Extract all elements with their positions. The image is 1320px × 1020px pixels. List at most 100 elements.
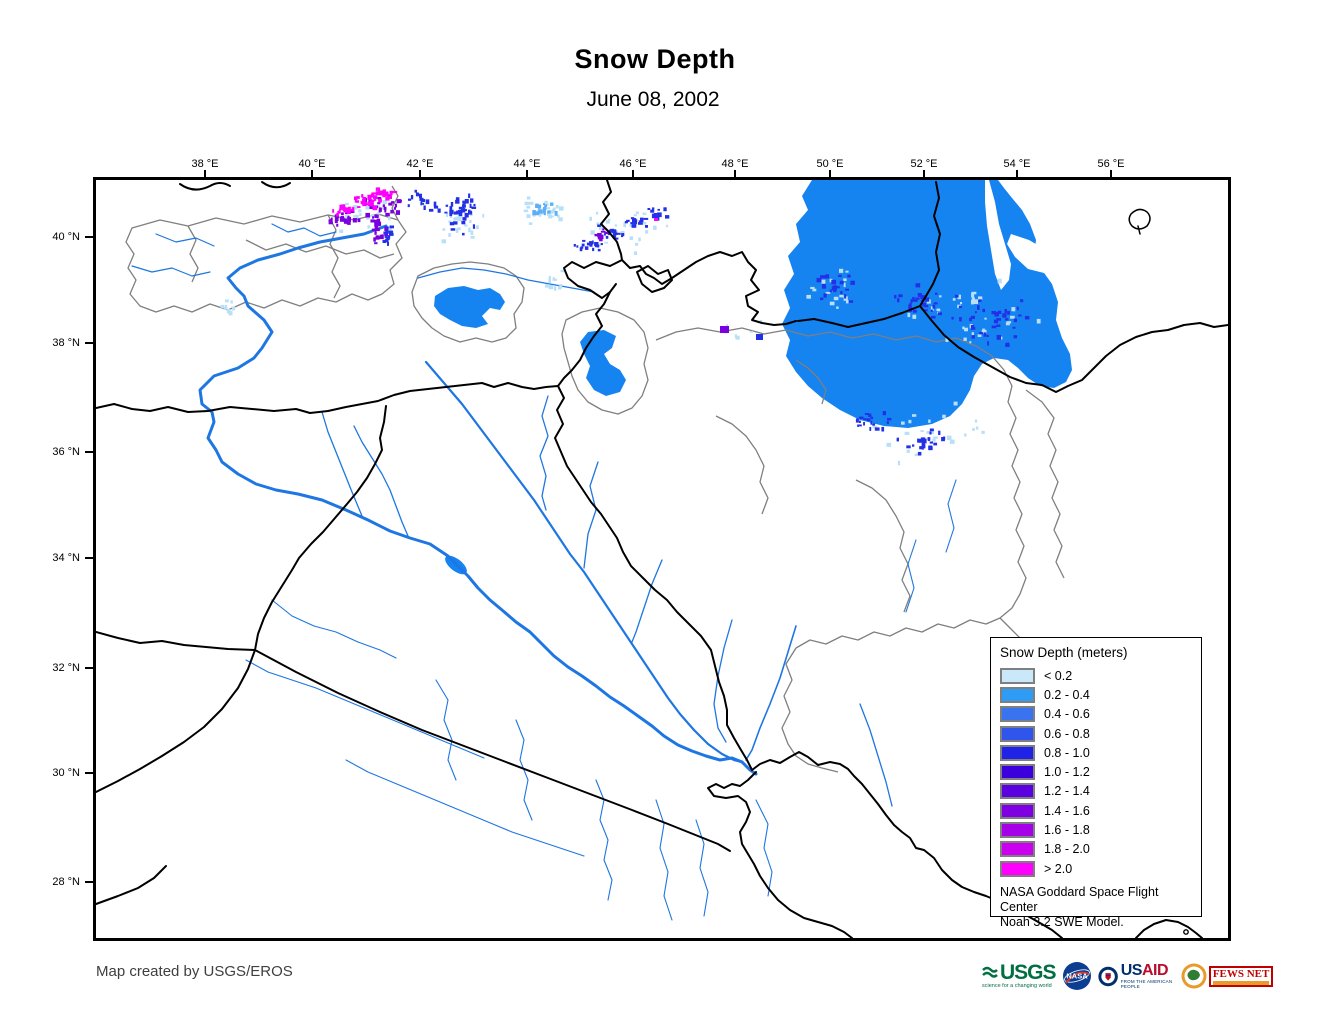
legend-item-label: 1.8 - 2.0 bbox=[1044, 842, 1090, 857]
top-tick-mark bbox=[1016, 170, 1018, 178]
lake-van bbox=[434, 286, 505, 328]
legend-item: 1.6 - 1.8 bbox=[1000, 820, 1193, 839]
top-tick-mark bbox=[311, 170, 313, 178]
legend-item: 0.8 - 1.0 bbox=[1000, 743, 1193, 762]
legend-item: 0.4 - 0.6 bbox=[1000, 705, 1193, 724]
left-tick-mark bbox=[85, 557, 94, 559]
usgs-wave-icon bbox=[982, 966, 998, 978]
legend-item-label: 1.2 - 1.4 bbox=[1044, 784, 1090, 799]
top-tick-label: 42 °E bbox=[406, 158, 434, 170]
river-euphrates bbox=[198, 224, 744, 764]
lake-urmia bbox=[580, 330, 626, 396]
legend-swatch bbox=[1000, 744, 1035, 761]
legend-swatch bbox=[1000, 783, 1035, 800]
left-tick-label: 28 °N bbox=[52, 876, 80, 888]
fewsnet-logo: FEWS NET bbox=[1181, 963, 1274, 989]
legend-item-label: > 2.0 bbox=[1044, 861, 1073, 876]
top-tick-mark bbox=[632, 170, 634, 178]
legend-item: > 2.0 bbox=[1000, 859, 1193, 878]
legend-swatch bbox=[1000, 802, 1035, 819]
legend-swatch bbox=[1000, 686, 1035, 703]
country-borders bbox=[96, 180, 1228, 938]
fewsnet-globe-icon bbox=[1181, 963, 1207, 989]
legend-item: 1.2 - 1.4 bbox=[1000, 782, 1193, 801]
legend-swatch bbox=[1000, 764, 1035, 781]
map-subtitle: June 08, 2002 bbox=[586, 88, 720, 111]
lakes bbox=[434, 286, 626, 575]
top-tick-mark bbox=[734, 170, 736, 178]
legend-item: 1.8 - 2.0 bbox=[1000, 840, 1193, 859]
fewsnet-logo-text: FEWS NET bbox=[1212, 967, 1270, 980]
legend-swatch bbox=[1000, 860, 1035, 877]
fewsnet-box: FEWS NET bbox=[1208, 965, 1274, 987]
fewsnet-bar bbox=[1212, 980, 1270, 985]
legend-item: < 0.2 bbox=[1000, 666, 1193, 685]
caspian-sea bbox=[782, 180, 1083, 428]
legend-item-label: < 0.2 bbox=[1044, 668, 1073, 683]
left-tick-label: 40 °N bbox=[52, 231, 80, 243]
top-tick-label: 52 °E bbox=[910, 158, 938, 170]
usgs-logo-text: USGS bbox=[1000, 961, 1057, 985]
legend-item-label: 1.4 - 1.6 bbox=[1044, 803, 1090, 818]
legend-item-label: 0.4 - 0.6 bbox=[1044, 707, 1090, 722]
legend-item-label: 1.0 - 1.2 bbox=[1044, 765, 1090, 780]
rivers bbox=[131, 223, 957, 921]
left-tick-label: 36 °N bbox=[52, 446, 80, 458]
left-tick-label: 32 °N bbox=[52, 662, 80, 674]
map-svg bbox=[96, 180, 1228, 938]
left-tick-mark bbox=[85, 667, 94, 669]
legend-item: 1.0 - 1.2 bbox=[1000, 762, 1193, 781]
legend-rows: < 0.2 0.2 - 0.4 0.4 - 0.6 0.6 - 0.8 0.8 - 1.… bbox=[1000, 666, 1193, 878]
top-tick-label: 46 °E bbox=[619, 158, 647, 170]
usaid-seal-icon bbox=[1097, 966, 1118, 986]
map-title: Snow Depth bbox=[574, 44, 736, 74]
legend-title: Snow Depth (meters) bbox=[1000, 645, 1128, 660]
legend-item: 1.4 - 1.6 bbox=[1000, 801, 1193, 820]
snow-depth-pixels bbox=[220, 187, 1041, 466]
top-tick-mark bbox=[204, 170, 206, 178]
legend-source: NASA Goddard Space Flight Center Noah 3.… bbox=[1000, 885, 1159, 930]
svg-text:NASA: NASA bbox=[1066, 972, 1088, 981]
legend-item-label: 0.2 - 0.4 bbox=[1044, 687, 1090, 702]
left-tick-label: 30 °N bbox=[52, 767, 80, 779]
usgs-tagline: science for a changing world bbox=[982, 983, 1052, 990]
left-tick-mark bbox=[85, 451, 94, 453]
top-tick-mark bbox=[526, 170, 528, 178]
legend-swatch bbox=[1000, 822, 1035, 839]
legend-item: 0.2 - 0.4 bbox=[1000, 685, 1193, 704]
top-tick-label: 40 °E bbox=[298, 158, 326, 170]
top-tick-mark bbox=[829, 170, 831, 178]
top-tick-mark bbox=[1110, 170, 1112, 178]
legend-item-label: 1.6 - 1.8 bbox=[1044, 823, 1090, 838]
logo-row: USGS science for a changing world NASA U… bbox=[982, 956, 1274, 996]
map-frame: Snow Depth (meters) < 0.2 0.2 - 0.4 0.4 - … bbox=[93, 177, 1231, 941]
top-tick-label: 44 °E bbox=[513, 158, 541, 170]
usaid-logo: USAID FROM THE AMERICAN PEOPLE bbox=[1097, 962, 1175, 990]
top-tick-label: 54 °E bbox=[1003, 158, 1031, 170]
top-tick-mark bbox=[419, 170, 421, 178]
left-tick-mark bbox=[85, 881, 94, 883]
left-tick-label: 34 °N bbox=[52, 552, 80, 564]
top-tick-mark bbox=[923, 170, 925, 178]
legend-item: 0.6 - 0.8 bbox=[1000, 724, 1193, 743]
nasa-meatball-icon: NASA bbox=[1062, 962, 1091, 990]
legend-swatch bbox=[1000, 706, 1035, 723]
legend-item-label: 0.6 - 0.8 bbox=[1044, 726, 1090, 741]
top-tick-label: 48 °E bbox=[721, 158, 749, 170]
legend-swatch bbox=[1000, 667, 1035, 684]
top-tick-label: 56 °E bbox=[1097, 158, 1125, 170]
legend: Snow Depth (meters) < 0.2 0.2 - 0.4 0.4 - … bbox=[990, 637, 1202, 929]
usaid-logo-text: USAID bbox=[1120, 962, 1169, 979]
usgs-logo: USGS science for a changing world bbox=[982, 961, 1057, 990]
footer-credit: Map created by USGS/EROS bbox=[96, 963, 293, 980]
left-tick-mark bbox=[85, 236, 94, 238]
top-tick-label: 50 °E bbox=[816, 158, 844, 170]
legend-swatch bbox=[1000, 841, 1035, 858]
legend-item-label: 0.8 - 1.0 bbox=[1044, 745, 1090, 760]
river-tigris bbox=[424, 360, 744, 764]
left-tick-label: 38 °N bbox=[52, 337, 80, 349]
nasa-logo: NASA bbox=[1062, 961, 1092, 991]
top-tick-label: 38 °E bbox=[191, 158, 219, 170]
usaid-tagline: FROM THE AMERICAN PEOPLE bbox=[1120, 979, 1173, 989]
